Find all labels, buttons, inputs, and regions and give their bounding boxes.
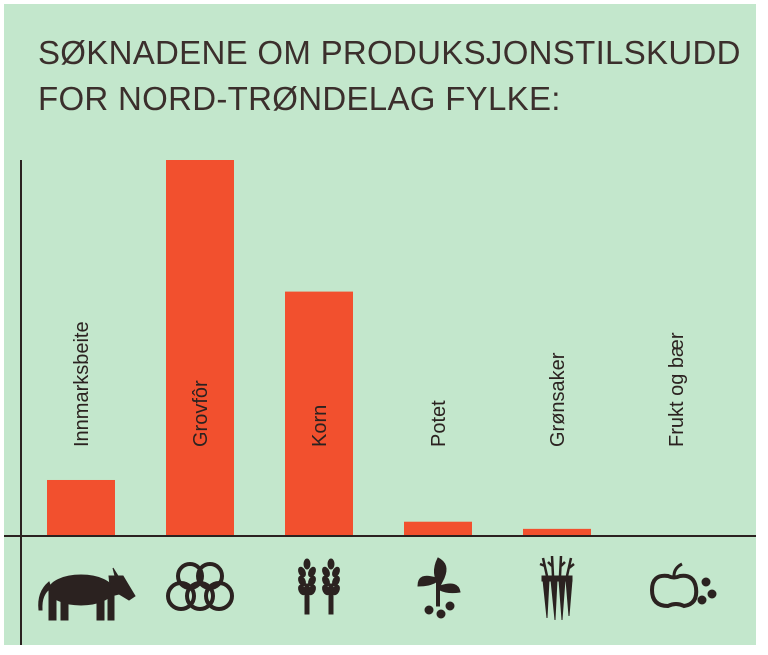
bar-gr-nsaker xyxy=(523,528,591,536)
bar-grovfo-r xyxy=(166,160,234,536)
bar-chart: Innmarksbeite Grovfôr Korn Potet Grønsaker Fr… xyxy=(4,160,756,645)
category-label-potet: Potet xyxy=(428,400,450,447)
bar-potet xyxy=(404,521,472,536)
category-icons-layer xyxy=(38,554,718,622)
apple-berries-icon xyxy=(650,562,718,608)
chart-title: SØKNADENE OM PRODUKSJONSTILSKUDD FOR NOR… xyxy=(38,30,741,122)
category-label-korn: Korn xyxy=(309,405,331,447)
category-label-innmarksbeite: Innmarksbeite xyxy=(71,321,93,447)
title-line-2: FOR NORD-TRØNDELAG FYLKE: xyxy=(38,80,561,117)
category-label-grovfo-r: Grovfôr xyxy=(190,380,212,447)
bar-innmarksbeite xyxy=(47,479,115,536)
category-labels-layer: Innmarksbeite Grovfôr Korn Potet Grønsaker Fr… xyxy=(71,321,688,447)
cow-icon xyxy=(38,567,136,621)
category-label-frukt-og-b-r: Frukt og bær xyxy=(666,332,688,447)
title-line-1: SØKNADENE OM PRODUKSJONSTILSKUDD xyxy=(38,34,741,71)
carrots-icon xyxy=(538,554,576,622)
bar-korn xyxy=(285,291,353,536)
wheat-icon xyxy=(297,559,341,614)
potato-plant-icon xyxy=(417,557,461,619)
chart-panel: SØKNADENE OM PRODUKSJONSTILSKUDD FOR NOR… xyxy=(4,4,756,645)
bars-layer xyxy=(47,160,591,536)
category-label-gr-nsaker: Grønsaker xyxy=(547,352,569,447)
hay-bales-icon xyxy=(166,562,234,611)
